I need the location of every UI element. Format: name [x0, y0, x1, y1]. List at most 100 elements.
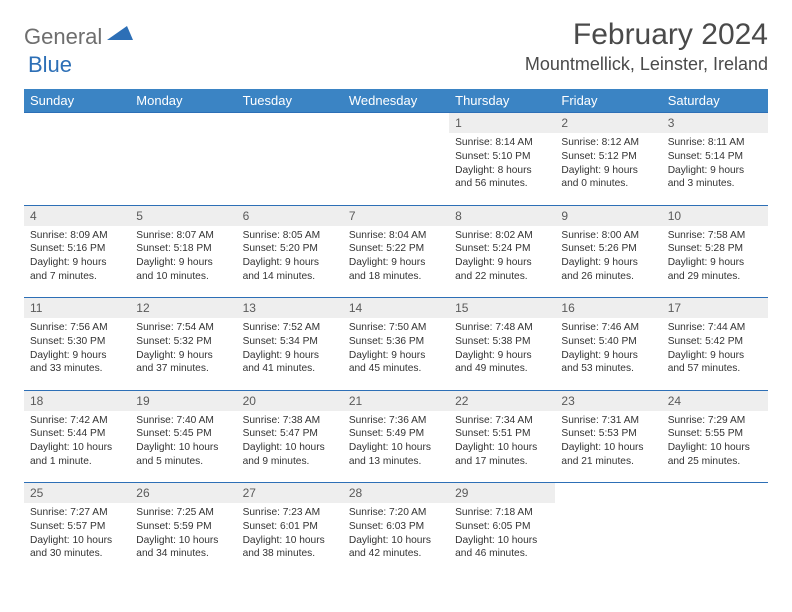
- day-body-cell: Sunrise: 7:20 AMSunset: 6:03 PMDaylight:…: [343, 503, 449, 575]
- day-number-cell: 9: [555, 205, 661, 226]
- day-number-cell: 4: [24, 205, 130, 226]
- day-body-row: Sunrise: 8:14 AMSunset: 5:10 PMDaylight:…: [24, 133, 768, 205]
- day-detail-text: Sunrise: 7:44 AMSunset: 5:42 PMDaylight:…: [668, 321, 762, 376]
- day-detail-text: Sunrise: 7:18 AMSunset: 6:05 PMDaylight:…: [455, 506, 549, 561]
- day-body-cell: Sunrise: 8:12 AMSunset: 5:12 PMDaylight:…: [555, 133, 661, 205]
- day-detail-text: Sunrise: 7:42 AMSunset: 5:44 PMDaylight:…: [30, 414, 124, 469]
- day-body-cell: Sunrise: 7:58 AMSunset: 5:28 PMDaylight:…: [662, 226, 768, 298]
- day-detail-text: Sunrise: 7:54 AMSunset: 5:32 PMDaylight:…: [136, 321, 230, 376]
- day-detail-text: Sunrise: 7:23 AMSunset: 6:01 PMDaylight:…: [243, 506, 337, 561]
- day-detail-text: Sunrise: 7:36 AMSunset: 5:49 PMDaylight:…: [349, 414, 443, 469]
- calendar-body: 123Sunrise: 8:14 AMSunset: 5:10 PMDaylig…: [24, 113, 768, 576]
- day-number-row: 2526272829: [24, 483, 768, 504]
- day-number-cell: [237, 113, 343, 134]
- day-detail-text: Sunrise: 7:52 AMSunset: 5:34 PMDaylight:…: [243, 321, 337, 376]
- day-number-cell: 22: [449, 390, 555, 411]
- day-body-cell: Sunrise: 8:11 AMSunset: 5:14 PMDaylight:…: [662, 133, 768, 205]
- day-number-cell: 8: [449, 205, 555, 226]
- day-body-cell: Sunrise: 8:05 AMSunset: 5:20 PMDaylight:…: [237, 226, 343, 298]
- day-body-cell: Sunrise: 7:29 AMSunset: 5:55 PMDaylight:…: [662, 411, 768, 483]
- day-body-cell: [662, 503, 768, 575]
- day-body-row: Sunrise: 7:27 AMSunset: 5:57 PMDaylight:…: [24, 503, 768, 575]
- day-number-cell: 10: [662, 205, 768, 226]
- day-body-cell: Sunrise: 7:23 AMSunset: 6:01 PMDaylight:…: [237, 503, 343, 575]
- day-number-cell: 2: [555, 113, 661, 134]
- day-detail-text: Sunrise: 8:05 AMSunset: 5:20 PMDaylight:…: [243, 229, 337, 284]
- weekday-header-row: SundayMondayTuesdayWednesdayThursdayFrid…: [24, 89, 768, 113]
- day-number-cell: 25: [24, 483, 130, 504]
- day-body-cell: [130, 133, 236, 205]
- day-number-cell: 12: [130, 298, 236, 319]
- day-number-cell: 27: [237, 483, 343, 504]
- weekday-header: Tuesday: [237, 89, 343, 113]
- day-body-cell: [555, 503, 661, 575]
- day-detail-text: Sunrise: 7:58 AMSunset: 5:28 PMDaylight:…: [668, 229, 762, 284]
- day-detail-text: Sunrise: 8:00 AMSunset: 5:26 PMDaylight:…: [561, 229, 655, 284]
- day-number-cell: [662, 483, 768, 504]
- day-number-row: 45678910: [24, 205, 768, 226]
- day-number-cell: 14: [343, 298, 449, 319]
- day-number-cell: 11: [24, 298, 130, 319]
- day-detail-text: Sunrise: 7:38 AMSunset: 5:47 PMDaylight:…: [243, 414, 337, 469]
- day-body-cell: Sunrise: 7:46 AMSunset: 5:40 PMDaylight:…: [555, 318, 661, 390]
- logo-triangle-icon: [107, 24, 133, 47]
- day-number-cell: [24, 113, 130, 134]
- day-number-cell: 20: [237, 390, 343, 411]
- day-detail-text: Sunrise: 8:07 AMSunset: 5:18 PMDaylight:…: [136, 229, 230, 284]
- day-detail-text: Sunrise: 7:56 AMSunset: 5:30 PMDaylight:…: [30, 321, 124, 376]
- day-body-cell: Sunrise: 8:09 AMSunset: 5:16 PMDaylight:…: [24, 226, 130, 298]
- day-detail-text: Sunrise: 7:29 AMSunset: 5:55 PMDaylight:…: [668, 414, 762, 469]
- day-detail-text: Sunrise: 8:04 AMSunset: 5:22 PMDaylight:…: [349, 229, 443, 284]
- day-detail-text: Sunrise: 7:50 AMSunset: 5:36 PMDaylight:…: [349, 321, 443, 376]
- day-number-row: 18192021222324: [24, 390, 768, 411]
- day-body-cell: Sunrise: 7:38 AMSunset: 5:47 PMDaylight:…: [237, 411, 343, 483]
- day-body-cell: Sunrise: 7:25 AMSunset: 5:59 PMDaylight:…: [130, 503, 236, 575]
- day-body-cell: [343, 133, 449, 205]
- day-detail-text: Sunrise: 7:46 AMSunset: 5:40 PMDaylight:…: [561, 321, 655, 376]
- day-body-cell: [237, 133, 343, 205]
- day-number-cell: 13: [237, 298, 343, 319]
- day-number-cell: 29: [449, 483, 555, 504]
- day-number-cell: 16: [555, 298, 661, 319]
- day-detail-text: Sunrise: 7:20 AMSunset: 6:03 PMDaylight:…: [349, 506, 443, 561]
- day-number-cell: [343, 113, 449, 134]
- day-number-cell: 1: [449, 113, 555, 134]
- day-number-row: 11121314151617: [24, 298, 768, 319]
- month-title: February 2024: [525, 18, 768, 52]
- day-detail-text: Sunrise: 7:48 AMSunset: 5:38 PMDaylight:…: [455, 321, 549, 376]
- day-detail-text: Sunrise: 7:27 AMSunset: 5:57 PMDaylight:…: [30, 506, 124, 561]
- day-number-cell: 21: [343, 390, 449, 411]
- day-detail-text: Sunrise: 7:25 AMSunset: 5:59 PMDaylight:…: [136, 506, 230, 561]
- weekday-header: Monday: [130, 89, 236, 113]
- day-number-cell: 23: [555, 390, 661, 411]
- logo-text-blue: Blue: [28, 52, 72, 77]
- day-number-cell: 5: [130, 205, 236, 226]
- day-number-cell: 18: [24, 390, 130, 411]
- day-number-cell: [130, 113, 236, 134]
- day-detail-text: Sunrise: 8:12 AMSunset: 5:12 PMDaylight:…: [561, 136, 655, 191]
- day-body-cell: Sunrise: 7:31 AMSunset: 5:53 PMDaylight:…: [555, 411, 661, 483]
- weekday-header: Friday: [555, 89, 661, 113]
- day-body-cell: Sunrise: 7:54 AMSunset: 5:32 PMDaylight:…: [130, 318, 236, 390]
- day-number-cell: 28: [343, 483, 449, 504]
- day-number-row: 123: [24, 113, 768, 134]
- day-number-cell: 15: [449, 298, 555, 319]
- day-body-cell: Sunrise: 7:36 AMSunset: 5:49 PMDaylight:…: [343, 411, 449, 483]
- day-detail-text: Sunrise: 7:31 AMSunset: 5:53 PMDaylight:…: [561, 414, 655, 469]
- day-number-cell: 26: [130, 483, 236, 504]
- day-number-cell: 24: [662, 390, 768, 411]
- logo: General: [24, 18, 135, 50]
- weekday-header: Thursday: [449, 89, 555, 113]
- day-body-row: Sunrise: 8:09 AMSunset: 5:16 PMDaylight:…: [24, 226, 768, 298]
- weekday-header: Sunday: [24, 89, 130, 113]
- day-body-cell: Sunrise: 8:04 AMSunset: 5:22 PMDaylight:…: [343, 226, 449, 298]
- day-number-cell: 6: [237, 205, 343, 226]
- header: General February 2024 Mountmellick, Lein…: [24, 18, 768, 75]
- day-body-cell: Sunrise: 7:50 AMSunset: 5:36 PMDaylight:…: [343, 318, 449, 390]
- calendar-table: SundayMondayTuesdayWednesdayThursdayFrid…: [24, 89, 768, 575]
- day-number-cell: 3: [662, 113, 768, 134]
- day-body-cell: Sunrise: 7:52 AMSunset: 5:34 PMDaylight:…: [237, 318, 343, 390]
- day-body-cell: Sunrise: 8:07 AMSunset: 5:18 PMDaylight:…: [130, 226, 236, 298]
- day-body-cell: Sunrise: 7:44 AMSunset: 5:42 PMDaylight:…: [662, 318, 768, 390]
- location: Mountmellick, Leinster, Ireland: [525, 54, 768, 75]
